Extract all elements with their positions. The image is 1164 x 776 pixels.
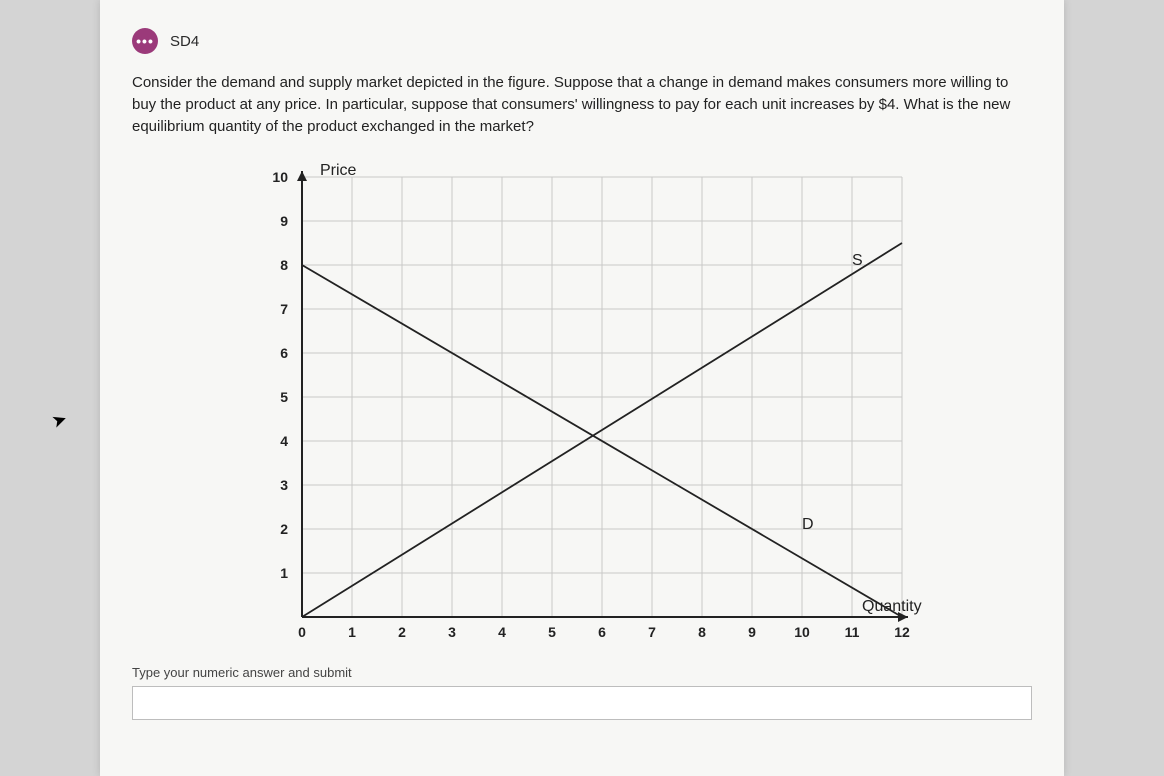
svg-text:6: 6 (598, 624, 606, 640)
svg-text:7: 7 (648, 624, 656, 640)
question-page: ••• SD4 Consider the demand and supply m… (100, 0, 1064, 776)
series-label-D: D (802, 516, 814, 533)
answer-input[interactable] (132, 686, 1032, 720)
svg-text:11: 11 (845, 624, 860, 640)
series-label-S: S (852, 252, 863, 269)
svg-text:10: 10 (794, 624, 810, 640)
y-axis-label: Price (320, 162, 357, 179)
svg-text:2: 2 (280, 521, 288, 537)
svg-text:1: 1 (348, 624, 356, 640)
svg-text:1: 1 (280, 565, 288, 581)
svg-text:2: 2 (398, 624, 406, 640)
svg-text:5: 5 (548, 624, 556, 640)
svg-text:7: 7 (280, 301, 288, 317)
answer-prompt: Type your numeric answer and submit (132, 665, 1032, 680)
svg-text:9: 9 (748, 624, 756, 640)
svg-text:6: 6 (280, 345, 288, 361)
mouse-cursor: ➤ (49, 408, 70, 433)
svg-text:5: 5 (280, 389, 288, 405)
question-text: Consider the demand and supply market de… (132, 72, 1032, 137)
svg-text:10: 10 (272, 169, 288, 185)
chart-container: 012345678910111212345678910PriceQuantity… (132, 157, 1032, 647)
svg-text:4: 4 (280, 433, 288, 449)
question-id: SD4 (170, 33, 199, 50)
svg-text:12: 12 (894, 624, 910, 640)
svg-text:0: 0 (298, 624, 306, 640)
svg-text:9: 9 (280, 213, 288, 229)
svg-text:8: 8 (698, 624, 706, 640)
svg-text:3: 3 (280, 477, 288, 493)
question-header: ••• SD4 (132, 28, 1032, 54)
supply-demand-chart: 012345678910111212345678910PriceQuantity… (242, 157, 922, 647)
x-axis-label: Quantity (862, 598, 922, 615)
more-icon[interactable]: ••• (132, 28, 158, 54)
svg-text:8: 8 (280, 257, 288, 273)
svg-text:3: 3 (448, 624, 456, 640)
svg-text:4: 4 (498, 624, 506, 640)
